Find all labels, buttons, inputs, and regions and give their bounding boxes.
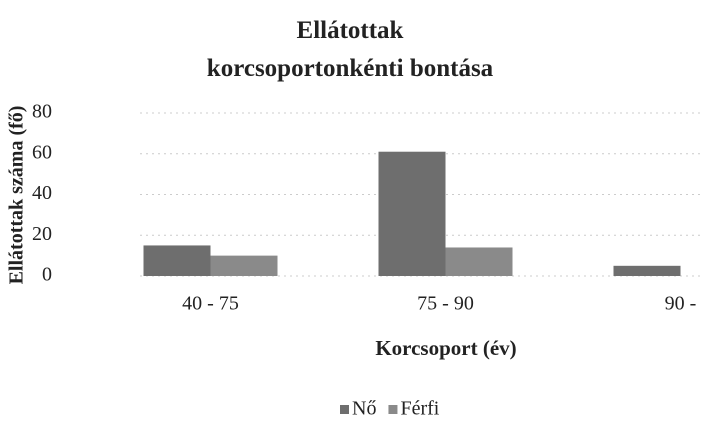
- x-tick-label: 90 -: [665, 293, 697, 315]
- legend-swatch: [388, 405, 398, 414]
- y-tick-label: 80: [32, 101, 52, 123]
- bar: [378, 151, 446, 276]
- y-tick-label: 0: [42, 264, 52, 286]
- y-tick-label: 60: [32, 141, 52, 163]
- x-tick-label: 40 - 75: [182, 293, 239, 315]
- legend-swatch: [340, 405, 349, 414]
- x-axis-label: Korcsoport (év): [375, 336, 516, 360]
- bar: [613, 265, 681, 276]
- bar: [210, 255, 278, 276]
- y-axis-label: Ellátottak száma (fő): [6, 106, 28, 285]
- legend-label: Nő: [352, 398, 376, 420]
- y-tick-label: 40: [32, 182, 52, 204]
- y-tick-label: 20: [32, 223, 52, 245]
- chart-title: Ellátottak korcsoportonkénti bontása: [206, 17, 494, 82]
- bar: [143, 245, 211, 276]
- bar: [445, 247, 513, 276]
- x-tick-label: 75 - 90: [417, 293, 474, 315]
- legend-label: Férfi: [400, 398, 439, 420]
